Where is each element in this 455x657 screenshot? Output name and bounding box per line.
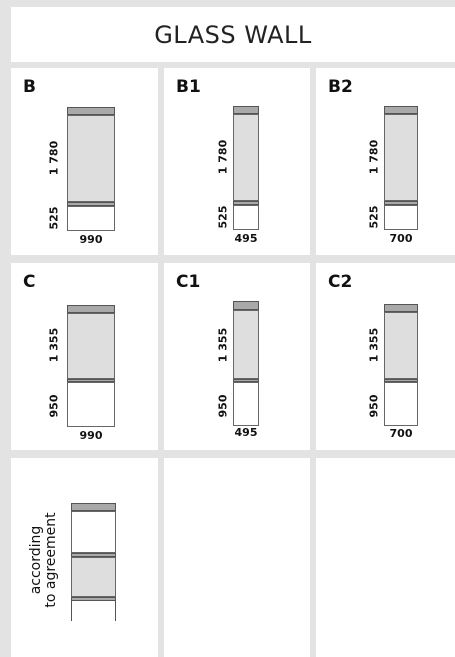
width-label: 700	[389, 427, 413, 440]
upper-height-label: 1 780	[216, 139, 230, 175]
lower-height-label: 525	[367, 205, 381, 229]
lower-pane	[384, 205, 418, 230]
lower-pane	[233, 205, 259, 230]
upper-glass-pane	[384, 312, 418, 379]
width-label: 990	[79, 233, 103, 246]
top-frame-bar	[71, 503, 116, 511]
top-frame-bar	[384, 304, 418, 312]
upper-height-label: 1 355	[216, 327, 230, 363]
type-code: B2	[328, 77, 353, 97]
upper-pane	[71, 511, 116, 553]
lower-pane	[233, 382, 259, 426]
width-label: 990	[79, 429, 103, 442]
width-label: 700	[389, 232, 413, 245]
type-cell-b1: B1 1 780 525 495	[164, 68, 310, 255]
lower-pane	[384, 382, 418, 426]
lower-pane	[67, 206, 115, 231]
bottom-frame-bar	[71, 597, 116, 601]
empty-cell	[316, 458, 455, 657]
agreement-line-1: according	[28, 525, 44, 595]
transom-bar	[384, 379, 418, 382]
transom-bar	[67, 379, 115, 382]
transom-bar	[71, 553, 116, 557]
type-cell-c: C 1 355 950 990	[11, 263, 158, 450]
top-frame-bar	[384, 106, 418, 114]
agreement-line-2: to agreement	[43, 512, 59, 608]
upper-height-label: 1 355	[47, 327, 61, 363]
transom-bar	[384, 201, 418, 205]
type-cell-b2: B2 1 780 525 700	[316, 68, 455, 255]
agreement-note: according to agreement	[28, 512, 59, 608]
top-frame-bar	[67, 305, 115, 313]
top-frame-bar	[233, 106, 259, 114]
lower-height-label: 950	[47, 394, 61, 418]
lower-height-label: 950	[216, 394, 230, 418]
lower-glass-pane	[71, 557, 116, 597]
lower-height-label: 525	[216, 205, 230, 229]
type-code: C	[23, 272, 36, 292]
type-cell-b: B 1 780 525 990	[11, 68, 158, 255]
type-code: C1	[176, 272, 201, 292]
type-cell-custom: according to agreement	[11, 458, 158, 657]
top-frame-bar	[67, 107, 115, 115]
right-stile	[115, 601, 116, 621]
left-stile	[71, 601, 72, 621]
type-code: B1	[176, 77, 201, 97]
upper-height-label: 1 780	[367, 139, 381, 175]
upper-glass-pane	[67, 313, 115, 379]
transom-bar	[233, 201, 259, 205]
upper-height-label: 1 780	[47, 140, 61, 176]
type-code: B	[23, 77, 36, 97]
transom-bar	[67, 202, 115, 206]
top-frame-bar	[233, 301, 259, 310]
empty-cell	[164, 458, 310, 657]
upper-height-label: 1 355	[367, 327, 381, 363]
width-label: 495	[234, 426, 258, 439]
transom-bar	[233, 379, 259, 382]
upper-glass-pane	[384, 114, 418, 201]
type-cell-c1: C1 1 355 950 495	[164, 263, 310, 450]
upper-glass-pane	[233, 310, 259, 379]
upper-glass-pane	[233, 114, 259, 201]
table-title: GLASS WALL	[11, 7, 455, 62]
upper-glass-pane	[67, 115, 115, 202]
type-code: C2	[328, 272, 353, 292]
type-cell-c2: C2 1 355 950 700	[316, 263, 455, 450]
lower-height-label: 525	[47, 206, 61, 230]
width-label: 495	[234, 232, 258, 245]
lower-height-label: 950	[367, 394, 381, 418]
lower-pane	[67, 382, 115, 427]
